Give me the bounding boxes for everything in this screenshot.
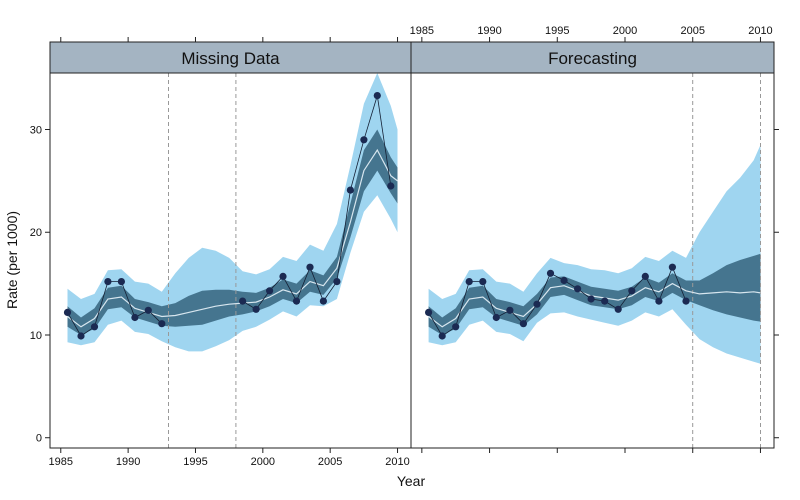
- observed-point: [144, 306, 152, 314]
- observed-point: [158, 320, 166, 328]
- observed-point: [306, 263, 314, 271]
- observed-point: [279, 272, 287, 280]
- observed-point: [601, 297, 609, 305]
- x-tick-label: 1985: [410, 25, 434, 37]
- x-tick-label: 1990: [116, 456, 140, 468]
- observed-point: [614, 305, 622, 313]
- y-tick-label: 30: [30, 125, 42, 137]
- observed-point: [266, 287, 274, 295]
- observed-point: [387, 182, 395, 190]
- observed-point: [492, 313, 500, 322]
- strip-forecasting: [410, 41, 775, 74]
- observed-point: [319, 297, 327, 305]
- observed-point: [373, 92, 381, 100]
- observed-point: [628, 287, 636, 295]
- observed-point: [574, 285, 582, 293]
- x-tick-label: 2005: [318, 456, 342, 468]
- inner-interval-band: [428, 253, 761, 335]
- observed-point: [425, 308, 433, 316]
- observed-point: [63, 308, 72, 316]
- y-axis-title: Rate (per 1000): [4, 211, 20, 309]
- median-line: [428, 282, 761, 328]
- y-tick-label: 0: [36, 433, 42, 445]
- outer-interval-band: [428, 144, 761, 364]
- observed-point: [292, 297, 301, 305]
- y-tick-label: 10: [30, 330, 42, 342]
- observed-point: [533, 300, 541, 308]
- y-tick-label: 20: [30, 227, 42, 239]
- observed-point: [77, 332, 85, 340]
- observed-point: [438, 332, 446, 340]
- observed-point: [587, 295, 595, 303]
- panel-title-missing-data: Missing Data: [181, 49, 280, 68]
- x-tick-label: 1995: [183, 456, 207, 468]
- observed-point: [452, 323, 460, 331]
- x-tick-label: 1985: [49, 456, 73, 468]
- observed-point: [519, 320, 528, 328]
- observed-point: [333, 278, 341, 286]
- observed-point: [682, 297, 690, 305]
- observed-point: [252, 305, 260, 313]
- observed-point: [90, 323, 99, 331]
- observed-point: [479, 278, 487, 286]
- panel-title-forecasting: Forecasting: [548, 49, 637, 68]
- observed-point: [465, 278, 473, 286]
- x-tick-label: 1995: [545, 25, 569, 37]
- observed-point: [668, 263, 677, 271]
- x-tick-label: 2010: [748, 25, 772, 37]
- observed-point: [360, 136, 368, 144]
- observed-point: [546, 269, 555, 277]
- x-tick-label: 2000: [251, 456, 275, 468]
- x-tick-label: 2000: [613, 25, 637, 37]
- x-tick-label: 2005: [680, 25, 704, 37]
- axes: 1985 1985 1990 1990 1995 1995 2000 2000 2005 2005…: [30, 25, 779, 468]
- panel-missing-data: [63, 73, 398, 448]
- observed-point: [117, 278, 125, 286]
- x-axis-title: Year: [397, 473, 426, 489]
- observed-point: [239, 297, 247, 305]
- x-tick-label: 1990: [477, 25, 501, 37]
- observed-point: [655, 297, 663, 305]
- observed-point: [560, 276, 568, 285]
- median-line: [67, 148, 398, 328]
- strip-missing-data: [49, 41, 412, 74]
- observed-point: [131, 313, 139, 322]
- observed-point: [104, 278, 112, 286]
- observed-point: [346, 186, 354, 194]
- observed-point: [641, 272, 649, 280]
- x-tick-label: 2010: [385, 456, 409, 468]
- panel-forecasting: [425, 73, 761, 448]
- panel-border-forecasting: [410, 72, 775, 449]
- observed-point: [506, 306, 514, 314]
